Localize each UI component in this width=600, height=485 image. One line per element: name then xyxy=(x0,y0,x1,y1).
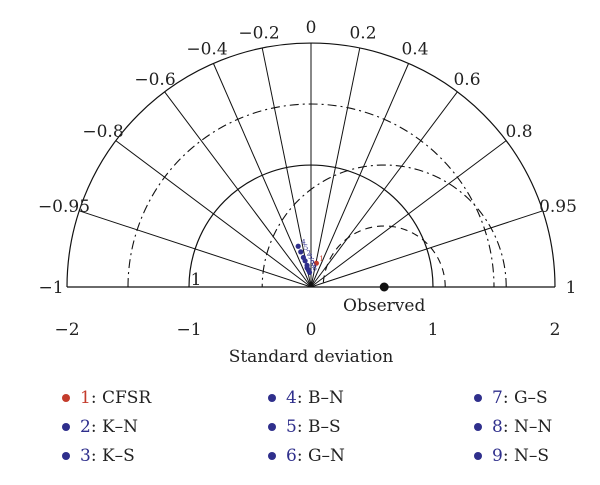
legend-marker xyxy=(62,451,70,460)
legend-number: 9 xyxy=(492,446,503,466)
correlation-tick-label: −0.6 xyxy=(134,70,175,90)
taylor-diagram: 0 0.2 0.4 0.6 0.8 0.95 1 −0.2 −0.4 −0.6 −0.8 −0.95 −… xyxy=(38,18,577,367)
legend-label: : K–N xyxy=(90,417,139,437)
model-point xyxy=(295,243,301,249)
legend-number: 8 xyxy=(492,417,503,437)
legend-item: 1: CFSR xyxy=(62,388,151,408)
legend-number: 3 xyxy=(80,446,91,466)
legend-marker xyxy=(268,422,276,431)
legend-item: 8: N–N xyxy=(474,417,552,437)
correlation-ray xyxy=(310,140,507,288)
correlation-ray xyxy=(310,47,361,288)
correlation-ray xyxy=(79,210,312,288)
x-tick-label: 2 xyxy=(550,320,561,340)
std-circle-label: 1 xyxy=(191,270,202,290)
model-point-label: 3 xyxy=(308,253,312,261)
legend-number: 2 xyxy=(80,417,91,437)
legend-number: 7 xyxy=(492,388,503,408)
x-tick-label: 0 xyxy=(306,320,317,340)
model-point-label: 4 xyxy=(301,238,306,246)
legend-item: 5: B–S xyxy=(268,417,341,437)
legend-label: : G–S xyxy=(502,388,548,408)
model-point xyxy=(305,267,312,273)
legend-item: 7: G–S xyxy=(474,388,548,408)
legend-label: : N–S xyxy=(502,446,549,466)
correlation-tick-label: −0.4 xyxy=(186,40,227,60)
correlation-tick-label: −0.95 xyxy=(38,197,90,217)
legend-item: 4: B–N xyxy=(268,388,344,408)
rmsd-arc xyxy=(322,225,446,288)
tick-labels: 0 0.2 0.4 0.6 0.8 0.95 1 −0.2 −0.4 −0.6 −0.8 −0.95 −… xyxy=(38,18,577,340)
legend-item: 2: K–N xyxy=(62,417,138,437)
legend-number: 6 xyxy=(286,446,297,466)
correlation-tick-label: −0.2 xyxy=(238,23,279,43)
x-tick-label: −2 xyxy=(54,320,79,340)
model-point-label: 8 xyxy=(313,264,317,272)
legend-marker xyxy=(474,422,482,431)
diagram-grid xyxy=(66,42,556,288)
legend-number: 5 xyxy=(286,417,297,437)
model-point xyxy=(302,258,308,264)
correlation-ray xyxy=(164,91,312,288)
legend-item: 3: K–S xyxy=(62,446,135,466)
correlation-tick-label: 0 xyxy=(306,18,317,38)
model-point xyxy=(313,260,319,266)
correlation-tick-label: 0.8 xyxy=(505,122,532,142)
legend-marker xyxy=(474,393,482,402)
legend-marker xyxy=(62,393,70,402)
correlation-ray xyxy=(310,210,543,288)
correlation-tick-label: 1 xyxy=(566,278,577,298)
model-point-label: 9 xyxy=(311,262,315,270)
observed-point xyxy=(379,282,389,292)
model-point-label: 2 xyxy=(306,249,310,257)
observed-label: Observed xyxy=(343,296,425,316)
legend-label: : CFSR xyxy=(90,388,152,408)
correlation-ray xyxy=(115,140,312,288)
legend-label: : N–N xyxy=(502,417,553,437)
legend-label: : G–N xyxy=(296,446,345,466)
correlation-ray xyxy=(212,63,312,288)
legend-label: : B–N xyxy=(296,388,344,408)
correlation-tick-label: 0.6 xyxy=(453,70,480,90)
legend-item: 6: G–N xyxy=(268,446,345,466)
legend-number: 1 xyxy=(80,388,91,408)
legend-marker xyxy=(62,422,70,431)
std-dashdot-arc xyxy=(127,103,495,288)
correlation-ray xyxy=(310,63,410,288)
legend-marker xyxy=(268,451,276,460)
legend-number: 4 xyxy=(286,388,297,408)
model-point-label: 6 xyxy=(310,257,315,265)
x-tick-label: −1 xyxy=(176,320,201,340)
rmsd-arc xyxy=(261,164,507,288)
legend-item: 9: N–S xyxy=(474,446,549,466)
model-point-label: 7 xyxy=(310,260,314,268)
legend-marker xyxy=(268,393,276,402)
model-point-label: 1 xyxy=(319,255,323,263)
legend-marker xyxy=(474,451,482,460)
correlation-tick-label: 0.2 xyxy=(349,23,376,43)
correlation-tick-label: −0.8 xyxy=(82,122,123,142)
correlation-ray xyxy=(261,47,312,288)
correlation-tick-label: −1 xyxy=(38,278,63,298)
correlation-tick-label: 0.95 xyxy=(539,197,577,217)
x-axis-label: Standard deviation xyxy=(229,347,394,367)
model-point xyxy=(298,249,304,255)
model-point-label: 5 xyxy=(304,244,308,252)
x-tick-label: 1 xyxy=(428,320,439,340)
legend: 1: CFSR 2: K–N 3: K–S 4: B–N 5: B–S 6: G–N 7: … xyxy=(0,388,600,480)
correlation-tick-label: 0.4 xyxy=(401,40,428,60)
legend-label: : K–S xyxy=(90,446,135,466)
correlation-ray xyxy=(310,91,458,288)
legend-label: : B–S xyxy=(296,417,341,437)
